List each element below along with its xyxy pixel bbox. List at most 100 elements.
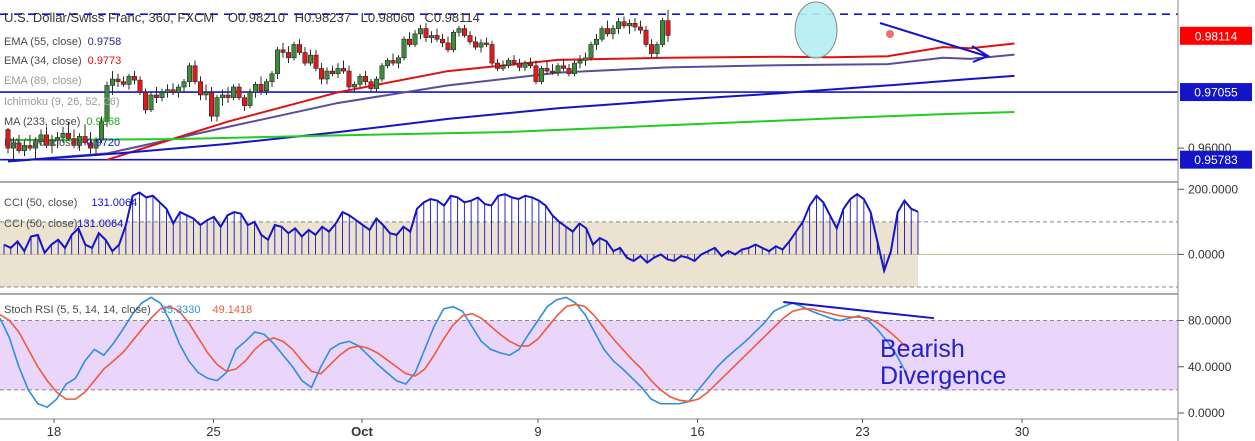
time-axis-tick-label: 9 bbox=[534, 424, 541, 439]
candle-body bbox=[434, 35, 440, 40]
legend-stoch[interactable]: Stoch RSI (5, 5, 14, 14, close) 35.3330 49… bbox=[4, 304, 252, 316]
candle-body bbox=[384, 60, 390, 67]
candle-body bbox=[324, 70, 330, 80]
candle-body bbox=[335, 68, 341, 75]
candle-body bbox=[121, 81, 127, 85]
legend-ichimoku[interactable]: Ichimoku (9, 26, 52, 26) bbox=[4, 96, 120, 108]
candle-body bbox=[154, 94, 160, 98]
candle-body bbox=[423, 28, 429, 38]
indicator-line-0 bbox=[7, 53, 1015, 163]
candle-body bbox=[5, 129, 11, 149]
time-axis-tick-label: 25 bbox=[206, 424, 220, 439]
legend-stoch-name: Stoch RSI (5, 5, 14, 14, close) bbox=[4, 304, 151, 316]
candle-body bbox=[16, 142, 22, 152]
candle-body bbox=[401, 38, 407, 59]
annotation-line-2: Divergence bbox=[880, 362, 1007, 390]
candle-body bbox=[505, 60, 511, 67]
candle-body bbox=[406, 38, 412, 45]
stoch-band bbox=[0, 320, 1178, 390]
legend-ma233[interactable]: MA (233, close) 0.9668 bbox=[4, 116, 120, 128]
level-price-tag bbox=[1180, 150, 1252, 169]
candle-body bbox=[445, 42, 451, 51]
last-price-label: 0.98114 bbox=[1195, 29, 1238, 43]
candle-body bbox=[242, 97, 248, 106]
legend-ma100-name: MA (100, close) bbox=[4, 137, 81, 149]
legend-ema55[interactable]: EMA (55, close) 0.9758 bbox=[4, 36, 121, 48]
candle-body bbox=[577, 60, 583, 64]
candle-body bbox=[571, 62, 577, 75]
level-price-label: 0.95783 bbox=[1194, 153, 1238, 167]
candle-body bbox=[368, 81, 374, 89]
candle-body bbox=[231, 86, 237, 98]
candle-body bbox=[357, 76, 363, 85]
ohlc-high: H0.98237 bbox=[294, 10, 351, 25]
candle-body bbox=[214, 97, 220, 117]
chart-title: U.S. Dollar/Swiss Franc, 360, FXCM bbox=[4, 10, 215, 25]
candle-body bbox=[115, 78, 121, 83]
candle-body bbox=[291, 44, 297, 59]
ohlc-low: L0.98060 bbox=[360, 10, 415, 25]
candle-body bbox=[555, 65, 561, 73]
candle-body bbox=[280, 49, 286, 53]
candle-body bbox=[637, 26, 643, 31]
time-axis-tick-label: 23 bbox=[855, 424, 869, 439]
candle-body bbox=[450, 31, 456, 51]
level-price-tag bbox=[1180, 83, 1252, 102]
candle-body bbox=[49, 139, 55, 146]
candle-body bbox=[456, 28, 462, 33]
candle-body bbox=[632, 22, 638, 28]
legend-ma100[interactable]: MA (100, close) 0.9720 bbox=[4, 137, 120, 149]
candle-body bbox=[659, 20, 665, 45]
candle-body bbox=[522, 62, 528, 68]
candle-body bbox=[209, 92, 215, 117]
time-axis-tick-label: 18 bbox=[47, 424, 61, 439]
legend-cci-duplicate[interactable]: CCI (50, close)131.0064 bbox=[4, 218, 123, 230]
candle-body bbox=[373, 78, 379, 89]
candle-body bbox=[472, 41, 478, 48]
candle-body bbox=[533, 65, 539, 83]
legend-ema34[interactable]: EMA (34, close) 0.9773 bbox=[4, 55, 121, 67]
candle-body bbox=[417, 28, 423, 35]
candle-body bbox=[461, 28, 467, 36]
candle-body bbox=[143, 92, 149, 111]
candle-body bbox=[225, 94, 231, 98]
candle-body bbox=[104, 85, 110, 122]
candle-body bbox=[643, 29, 649, 45]
candle-body bbox=[285, 52, 291, 59]
candle-body bbox=[621, 21, 627, 27]
candle-body bbox=[11, 142, 17, 149]
candle-body bbox=[604, 28, 610, 35]
candle-body bbox=[544, 68, 550, 72]
ohlc-open: O0.98210 bbox=[227, 10, 285, 25]
candle-body bbox=[483, 42, 489, 45]
candle-body bbox=[329, 70, 335, 75]
candle-body bbox=[247, 92, 253, 106]
legend-ema34-name: EMA (34, close) bbox=[4, 55, 82, 67]
legend-cci-duplicate-name: CCI (50, close) bbox=[4, 218, 78, 230]
candle-body bbox=[38, 134, 44, 143]
legend-cci[interactable]: CCI (50, close) 131.0064 bbox=[4, 197, 137, 209]
candle-body bbox=[21, 145, 27, 152]
candle-body bbox=[165, 89, 171, 93]
legend-ema89[interactable]: EMA (89, close) bbox=[4, 75, 82, 87]
candle-body bbox=[566, 68, 572, 75]
candle-body bbox=[511, 60, 517, 64]
candle-body bbox=[170, 89, 176, 93]
candle-body bbox=[527, 62, 533, 67]
candle-body bbox=[610, 28, 616, 35]
stoch-divergence-line bbox=[783, 301, 935, 320]
candle-body bbox=[71, 138, 77, 146]
candle-body bbox=[148, 94, 154, 111]
candle-body bbox=[110, 78, 116, 86]
legend-stoch-k: 35.3330 bbox=[160, 304, 201, 316]
legend-ema55-name: EMA (55, close) bbox=[4, 36, 82, 48]
candle-body bbox=[412, 33, 418, 45]
time-axis-tick-label: 16 bbox=[690, 424, 704, 439]
candle-body bbox=[593, 38, 599, 45]
legend-cci-value: 131.0064 bbox=[91, 197, 138, 209]
chart-title-row: U.S. Dollar/Swiss Franc, 360, FXCM O0.98… bbox=[4, 10, 480, 25]
legend-cci-name: CCI (50, close) bbox=[4, 197, 78, 209]
candle-body bbox=[538, 68, 544, 83]
